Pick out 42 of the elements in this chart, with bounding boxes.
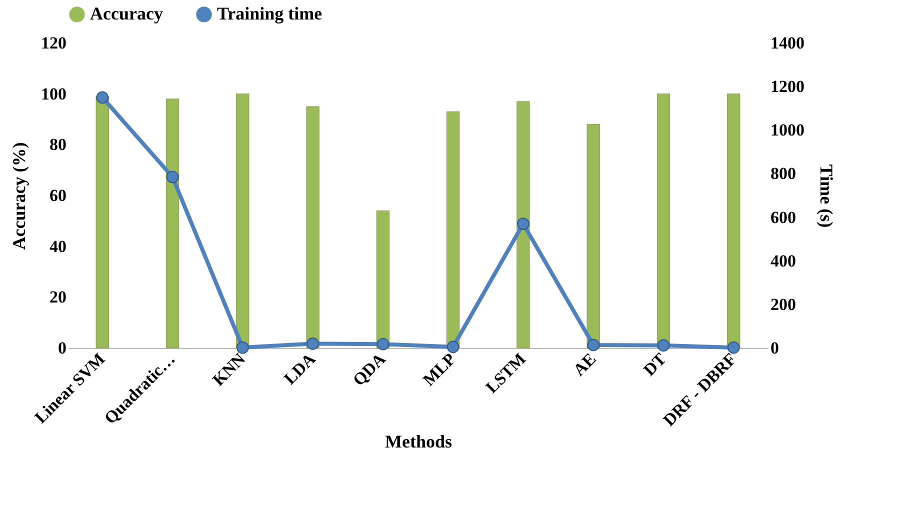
x-tick-label: DT [640, 348, 670, 380]
point [166, 170, 179, 184]
y-tick-label: 120 [41, 34, 66, 52]
point [236, 341, 249, 354]
y2-tick-label: 1200 [770, 77, 804, 96]
point [727, 341, 740, 354]
bar [656, 94, 670, 348]
y2-axis-title: Time (s) [816, 164, 836, 228]
bar [306, 106, 320, 348]
y2-tick-label: 0 [770, 338, 779, 358]
y-tick-label: 0 [58, 338, 66, 358]
y-tick-label: 80 [50, 135, 66, 154]
y2-tick-label: 400 [770, 251, 796, 270]
point [446, 340, 460, 354]
y-tick-label: 60 [50, 186, 66, 205]
y-tick-label: 100 [41, 84, 66, 104]
legend-label: Training time [217, 3, 322, 24]
point [657, 339, 670, 352]
point [517, 218, 530, 230]
bar [446, 111, 460, 348]
bar [236, 94, 250, 348]
y2-tick-label: 1000 [770, 120, 804, 140]
point [587, 338, 600, 352]
bar [516, 101, 530, 348]
bar [166, 98, 180, 348]
bar [96, 96, 109, 348]
x-tick-label: AE [570, 349, 600, 380]
bar [727, 94, 740, 348]
y2-tick-label: 600 [770, 208, 796, 227]
y-axis-title: Accuracy (%) [9, 142, 29, 250]
legend-label: Accuracy [90, 3, 163, 24]
x-axis-title: Methods [385, 432, 452, 452]
bar [586, 124, 600, 348]
bar [376, 210, 390, 348]
point [306, 337, 319, 350]
point [96, 91, 109, 104]
y2-tick-label: 800 [770, 164, 796, 184]
y-tick-label: 40 [50, 236, 66, 256]
point [376, 338, 390, 350]
y-tick-label: 20 [50, 288, 66, 307]
y2-tick-label: 1400 [770, 34, 804, 52]
y2-tick-label: 200 [770, 294, 796, 314]
